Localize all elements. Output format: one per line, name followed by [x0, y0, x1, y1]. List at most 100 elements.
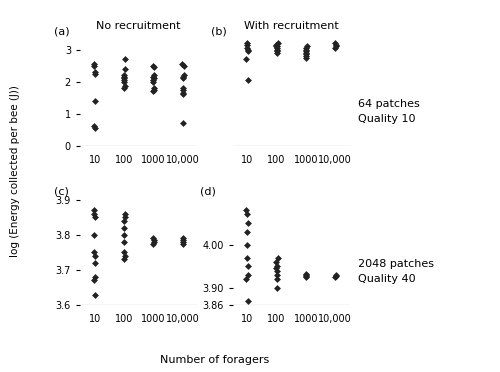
Point — [120, 74, 128, 80]
Point — [90, 250, 98, 256]
Point — [120, 85, 128, 91]
Point — [90, 278, 98, 283]
Point — [179, 76, 187, 81]
Point — [149, 62, 157, 68]
Point — [92, 71, 100, 77]
Point — [302, 48, 310, 54]
Point — [179, 90, 187, 96]
Point — [332, 42, 340, 48]
Point — [90, 61, 98, 67]
Point — [91, 274, 99, 280]
Point — [242, 56, 250, 62]
Text: 2048 patches
Quality 40: 2048 patches Quality 40 — [358, 259, 434, 284]
Point — [272, 265, 280, 271]
Point — [120, 225, 128, 231]
Point — [149, 74, 157, 80]
Point — [90, 232, 98, 238]
Title: With recruitment: With recruitment — [244, 21, 338, 31]
Point — [274, 254, 281, 260]
Point — [149, 77, 157, 83]
Point — [179, 235, 187, 241]
Point — [244, 220, 252, 226]
Point — [244, 254, 252, 260]
Point — [90, 253, 98, 259]
Point — [92, 260, 100, 266]
Point — [150, 87, 158, 93]
Text: (d): (d) — [200, 186, 216, 196]
Point — [92, 292, 100, 298]
Point — [150, 237, 158, 243]
Point — [150, 241, 158, 247]
Point — [92, 125, 100, 131]
Point — [178, 61, 186, 67]
Point — [91, 98, 99, 104]
Point — [90, 207, 98, 213]
Point — [273, 276, 281, 282]
Point — [178, 85, 186, 91]
Text: (c): (c) — [54, 186, 69, 196]
Title: No recruitment: No recruitment — [96, 21, 181, 31]
Point — [273, 48, 281, 54]
Point — [302, 55, 310, 61]
Point — [272, 267, 280, 273]
Point — [179, 87, 187, 93]
Point — [120, 250, 128, 256]
Point — [90, 62, 98, 68]
Point — [302, 50, 310, 56]
Point — [302, 46, 310, 52]
Point — [120, 77, 128, 83]
Text: Number of foragers: Number of foragers — [160, 355, 270, 365]
Point — [150, 85, 158, 91]
Text: log (Energy collected per bee (J)): log (Energy collected per bee (J)) — [10, 85, 20, 257]
Point — [120, 83, 128, 89]
Point — [273, 263, 281, 269]
Point — [244, 272, 252, 278]
Point — [150, 239, 158, 245]
Point — [90, 124, 98, 129]
Point — [303, 43, 311, 49]
Point — [180, 62, 188, 68]
Point — [90, 69, 98, 75]
Point — [242, 211, 250, 217]
Point — [332, 43, 340, 49]
Point — [272, 43, 280, 49]
Point — [244, 45, 252, 51]
Point — [332, 40, 340, 46]
Point — [272, 42, 280, 48]
Point — [150, 88, 158, 94]
Point — [150, 64, 158, 70]
Point — [90, 211, 98, 217]
Point — [244, 298, 252, 304]
Point — [242, 42, 250, 48]
Point — [120, 78, 128, 84]
Point — [150, 72, 158, 78]
Point — [179, 120, 187, 126]
Point — [179, 237, 187, 243]
Point — [244, 77, 252, 83]
Point — [120, 76, 128, 81]
Point — [302, 53, 310, 59]
Point — [121, 214, 129, 220]
Point — [272, 45, 280, 51]
Point — [273, 43, 281, 49]
Point — [242, 40, 250, 46]
Point — [272, 50, 280, 56]
Point — [150, 78, 158, 84]
Point — [121, 66, 129, 72]
Point — [273, 272, 281, 278]
Point — [244, 46, 252, 52]
Point — [332, 272, 340, 278]
Point — [332, 45, 340, 51]
Point — [302, 271, 310, 277]
Point — [150, 76, 158, 81]
Point — [179, 241, 187, 247]
Text: (b): (b) — [212, 27, 227, 37]
Point — [180, 72, 188, 78]
Point — [120, 239, 128, 245]
Point — [179, 239, 187, 245]
Point — [242, 242, 250, 248]
Point — [244, 48, 252, 54]
Point — [242, 276, 250, 282]
Point — [302, 274, 310, 280]
Point — [273, 46, 281, 52]
